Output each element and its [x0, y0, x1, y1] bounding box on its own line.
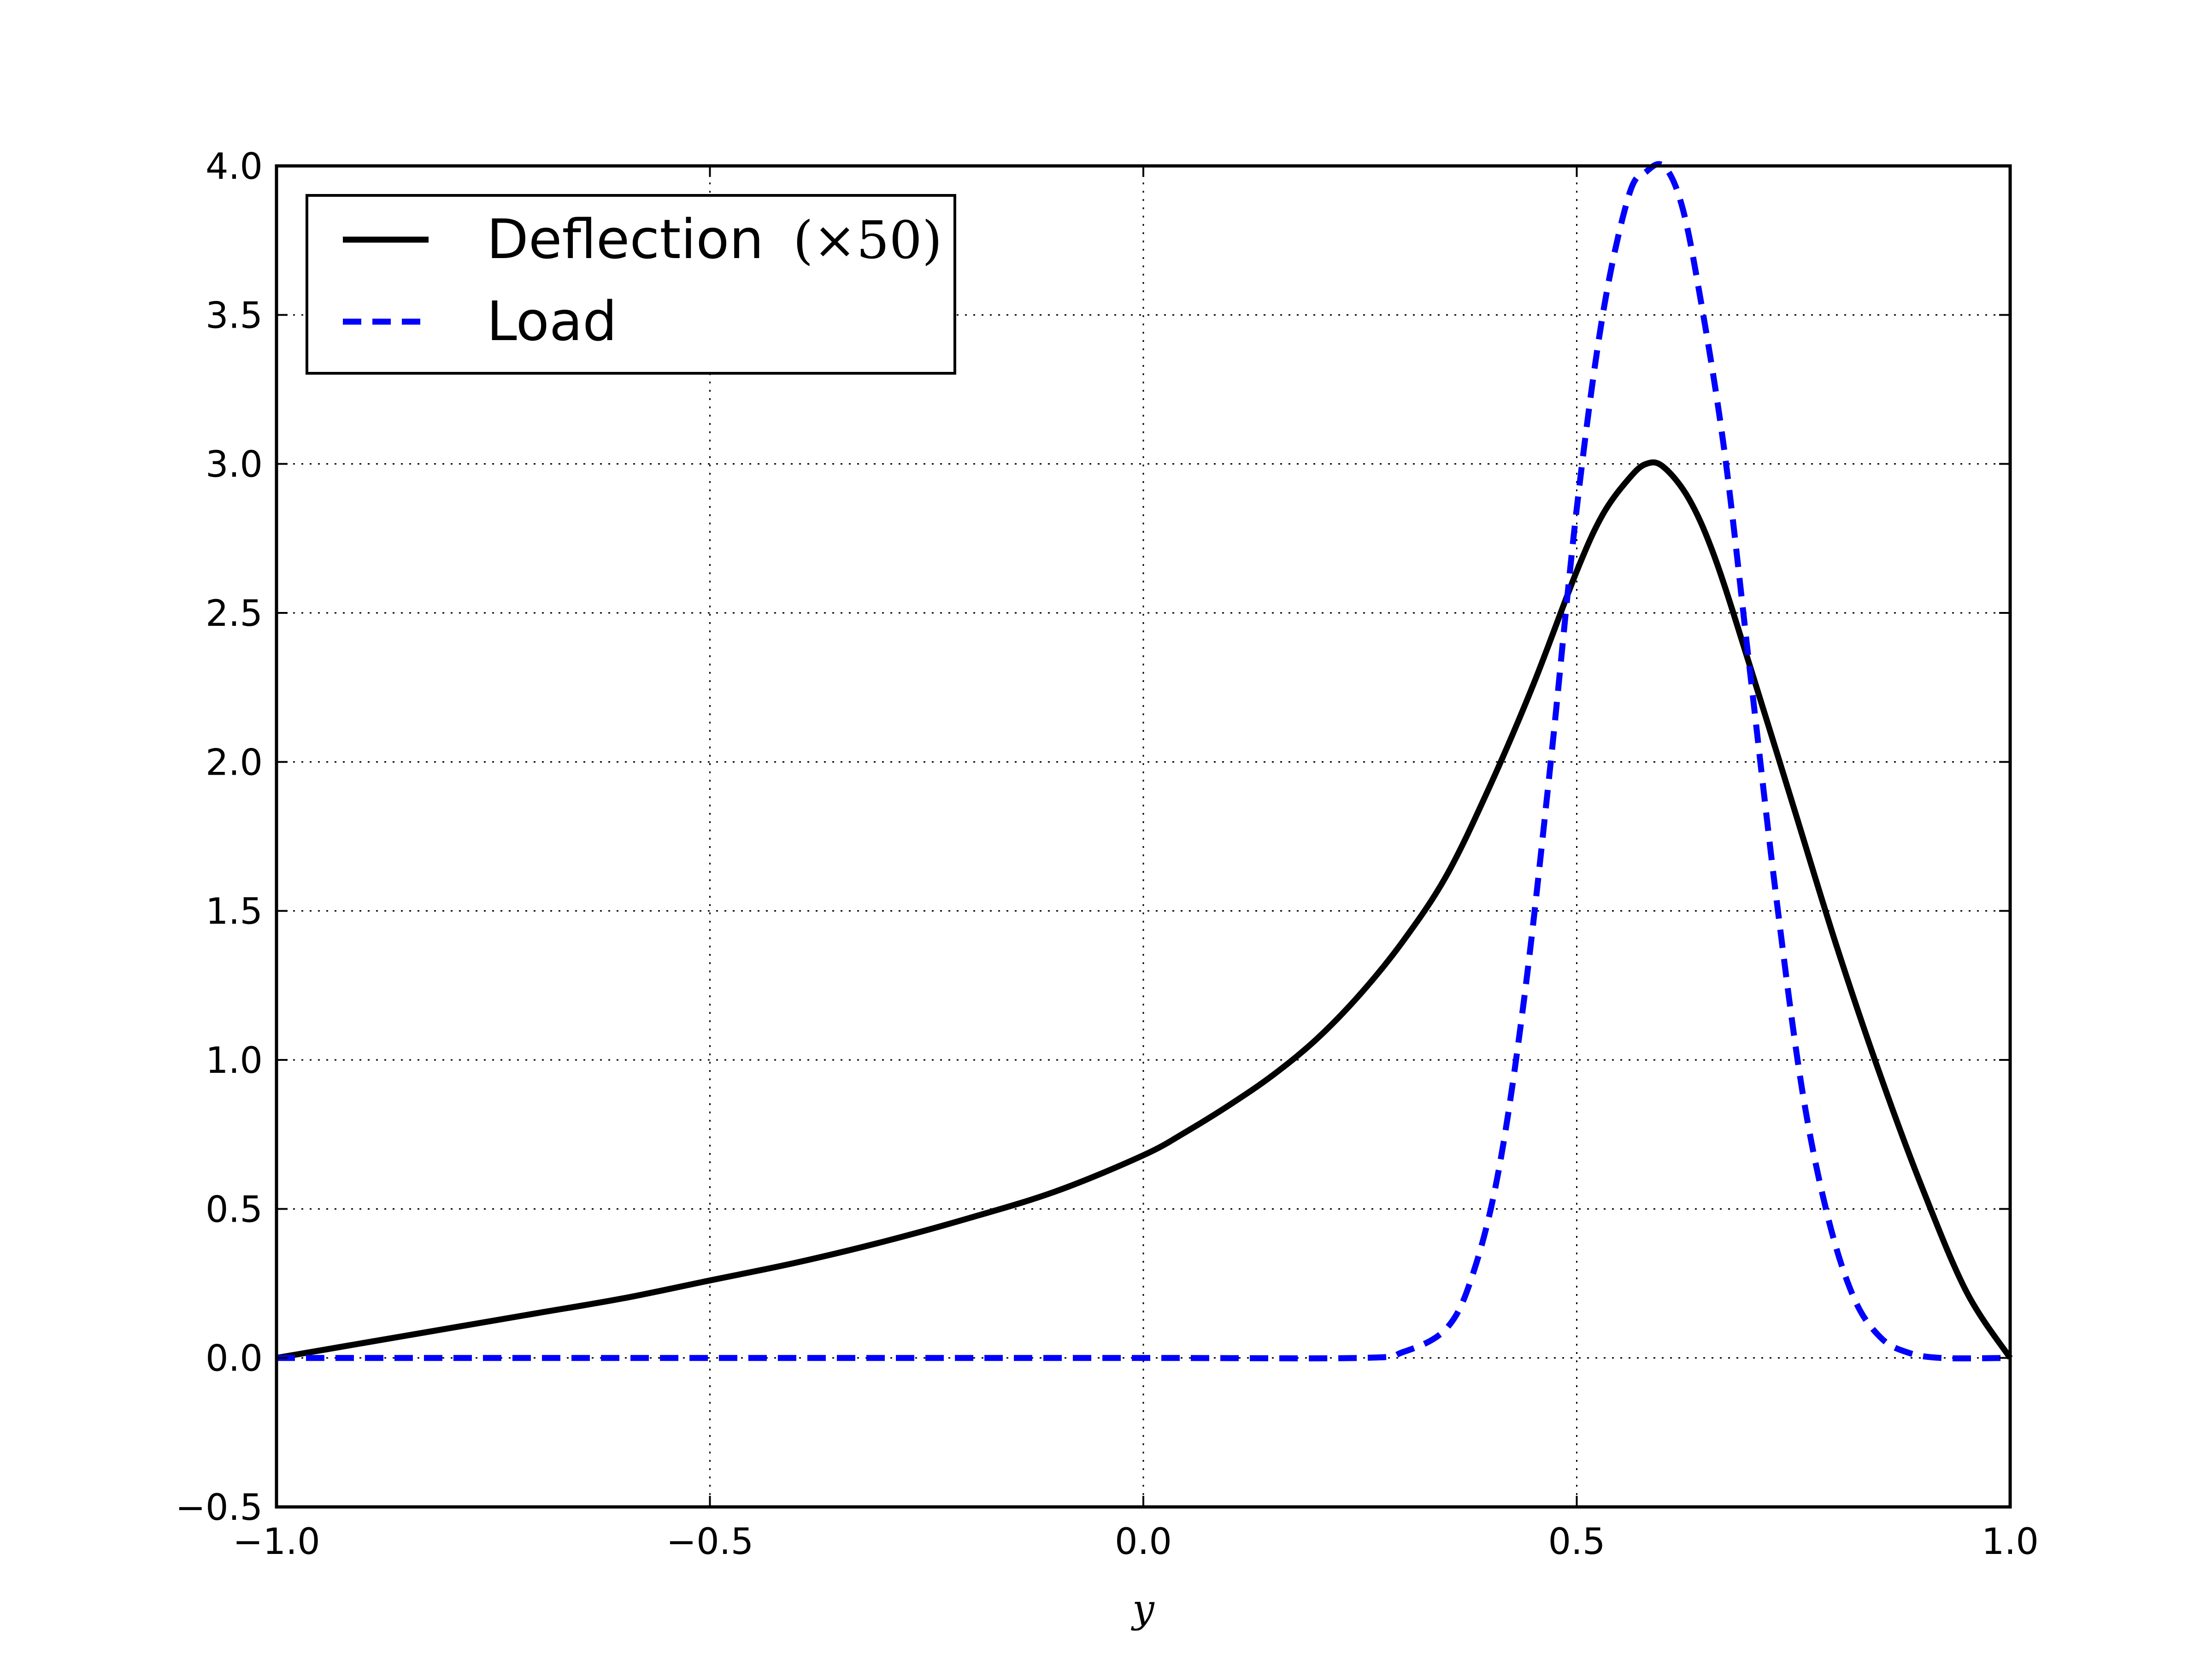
x-tick-labels: −1.0 −0.5 0.0 0.5 1.0: [233, 1521, 2039, 1563]
series-load-line: [276, 161, 2011, 1362]
y-tick-label: 2.0: [206, 742, 263, 783]
legend: Deflection (×50) Load: [306, 194, 956, 375]
legend-label-deflection-name: Deflection: [487, 207, 764, 271]
x-tick-label: 1.0: [1982, 1521, 2039, 1563]
y-tick-label: 1.5: [206, 891, 263, 933]
y-tick-labels: −0.5 0.0 0.5 1.0 1.5 2.0 2.5 3.0 3.5 4.0: [176, 146, 263, 1529]
series-layer: [276, 161, 2013, 1362]
y-tick-label: 3.0: [206, 444, 263, 486]
y-tick-label: −0.5: [176, 1487, 263, 1529]
x-tick-label: −0.5: [666, 1521, 753, 1563]
y-tick-label: 1.0: [206, 1040, 263, 1082]
y-tick-label: 0.0: [206, 1338, 263, 1380]
axis-ticks: [276, 165, 2011, 1508]
legend-label-deflection: Deflection (×50): [487, 207, 942, 271]
x-tick-label: −1.0: [233, 1521, 320, 1563]
legend-label-deflection-factor: (×50): [793, 211, 942, 271]
series-deflection-line: [276, 459, 2013, 1361]
y-tick-label: 2.5: [206, 593, 263, 635]
y-tick-label: 4.0: [206, 146, 263, 188]
x-tick-label: 0.5: [1548, 1521, 1605, 1563]
grid-lines: [276, 166, 2010, 1507]
x-tick-label: 0.0: [1115, 1521, 1172, 1563]
legend-box: [306, 194, 956, 375]
y-tick-label: 0.5: [206, 1189, 263, 1230]
legend-label-load: Load: [487, 289, 617, 353]
x-axis-label: y: [1130, 1586, 1155, 1631]
y-tick-label: 3.5: [206, 295, 263, 336]
